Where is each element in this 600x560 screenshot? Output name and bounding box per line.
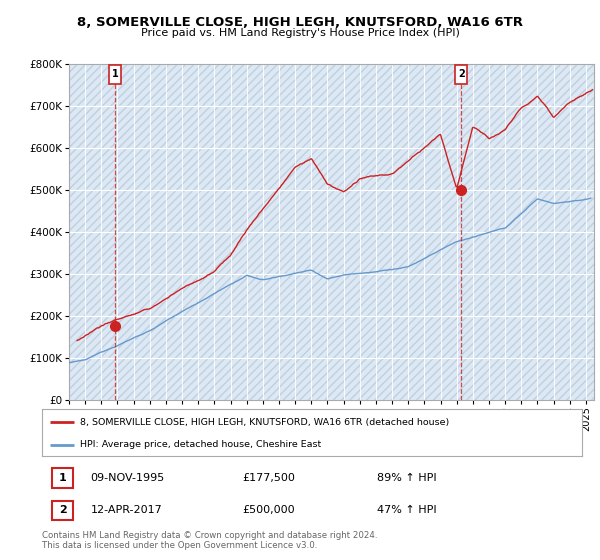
FancyBboxPatch shape	[52, 468, 73, 488]
Text: 2: 2	[458, 69, 464, 80]
Text: Contains HM Land Registry data © Crown copyright and database right 2024.
This d: Contains HM Land Registry data © Crown c…	[42, 531, 377, 550]
Text: 47% ↑ HPI: 47% ↑ HPI	[377, 505, 436, 515]
FancyBboxPatch shape	[109, 66, 121, 84]
Text: HPI: Average price, detached house, Cheshire East: HPI: Average price, detached house, Ches…	[80, 440, 321, 449]
Text: 12-APR-2017: 12-APR-2017	[91, 505, 163, 515]
Text: 1: 1	[59, 473, 67, 483]
Text: Price paid vs. HM Land Registry's House Price Index (HPI): Price paid vs. HM Land Registry's House …	[140, 28, 460, 38]
Text: 8, SOMERVILLE CLOSE, HIGH LEGH, KNUTSFORD, WA16 6TR (detached house): 8, SOMERVILLE CLOSE, HIGH LEGH, KNUTSFOR…	[80, 418, 449, 427]
Text: £177,500: £177,500	[242, 473, 295, 483]
Text: 2: 2	[59, 505, 67, 515]
FancyBboxPatch shape	[52, 501, 73, 520]
Text: 8, SOMERVILLE CLOSE, HIGH LEGH, KNUTSFORD, WA16 6TR: 8, SOMERVILLE CLOSE, HIGH LEGH, KNUTSFOR…	[77, 16, 523, 29]
FancyBboxPatch shape	[455, 66, 467, 84]
Text: 09-NOV-1995: 09-NOV-1995	[91, 473, 165, 483]
Text: 89% ↑ HPI: 89% ↑ HPI	[377, 473, 436, 483]
Text: £500,000: £500,000	[242, 505, 295, 515]
Text: 1: 1	[112, 69, 119, 80]
